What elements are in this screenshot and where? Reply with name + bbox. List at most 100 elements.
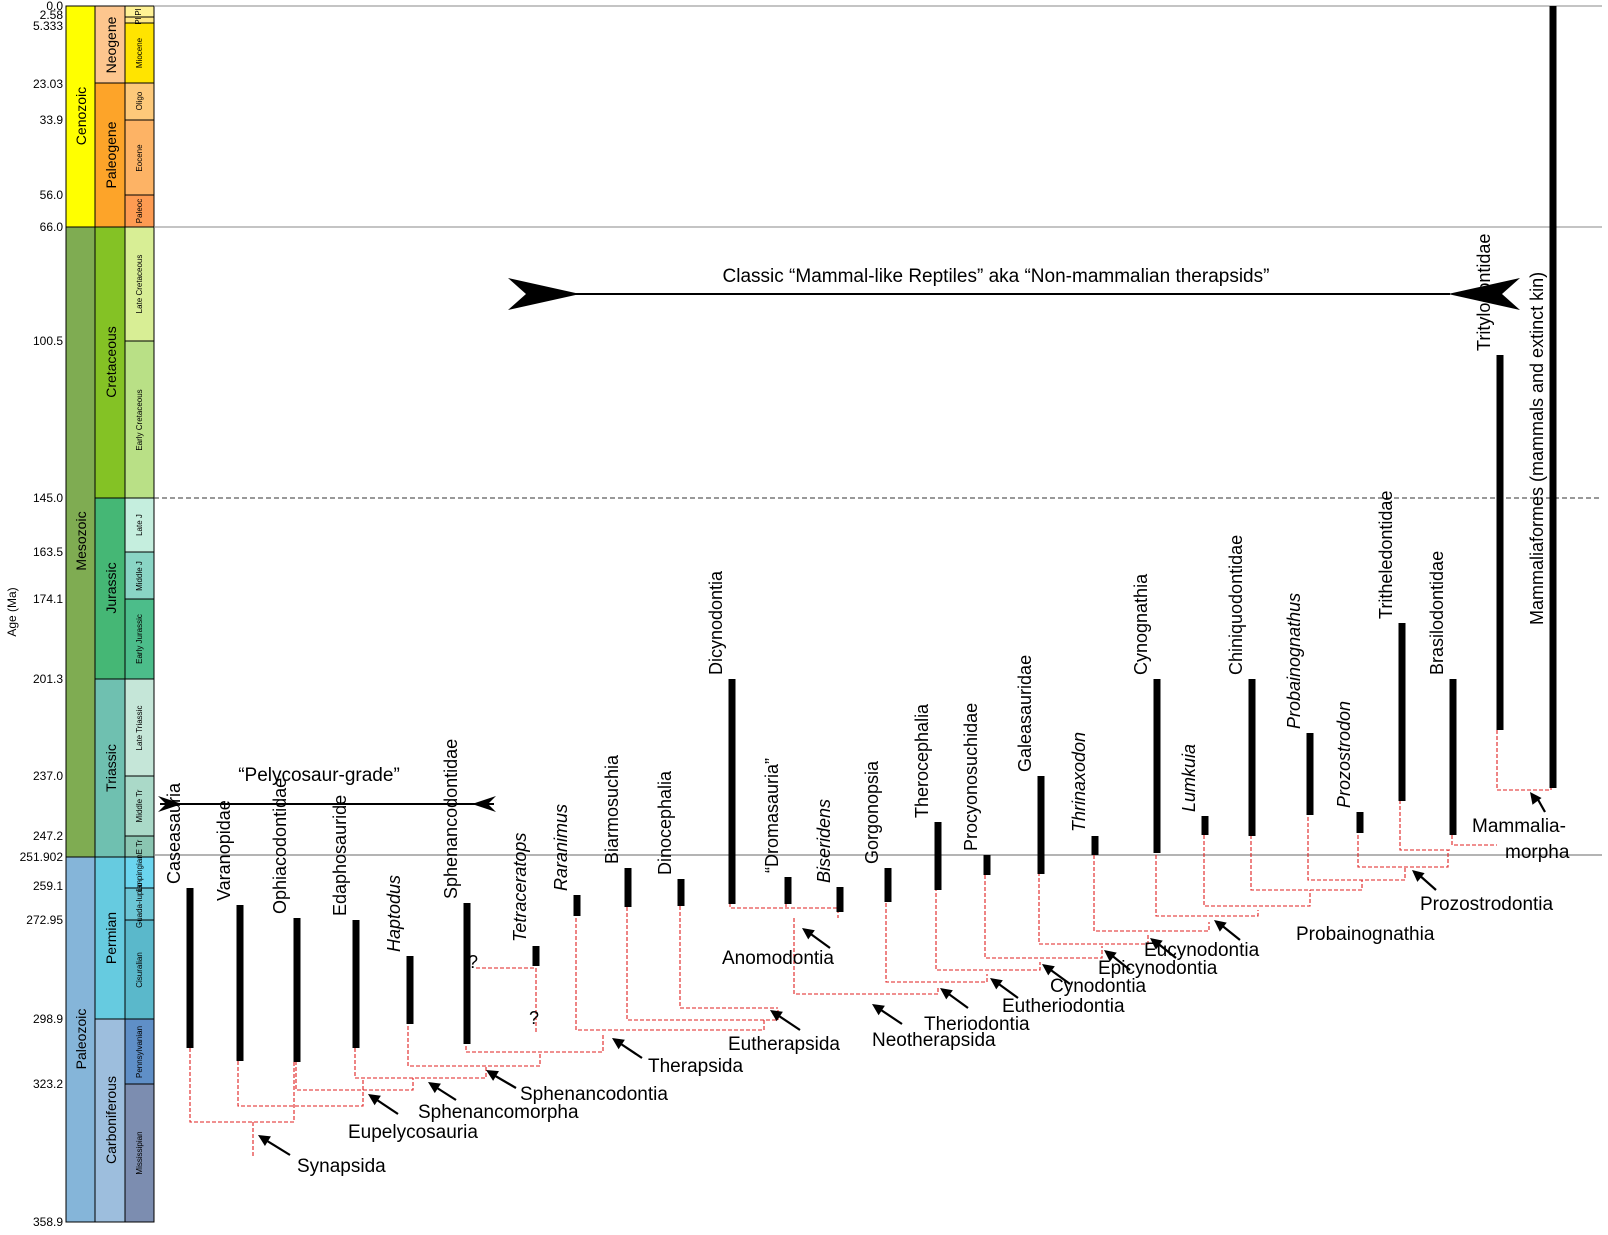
era-label-cenozoic: Cenozoic [73,87,89,145]
epoch-label-cisuralian: Cisuralian [135,952,144,988]
clade-label: morpha [1505,842,1570,863]
tick-label: 298.9 [33,1012,63,1026]
branch-sphenancodontidae-haptodus [407,1020,541,1067]
branch-eupelycosauria [237,1061,364,1107]
taxon-label: Cynognathia [1131,573,1151,675]
taxon-range-bars [186,6,1557,1062]
phylogeny-tree [189,730,1552,1157]
branch-synapsida [189,1048,295,1123]
tick-label: 201.3 [33,672,63,686]
taxon-label: Chiniquodontidae [1226,535,1246,675]
clade-arrow-icon [1412,870,1437,891]
epoch-middle-jurassic [124,551,155,600]
taxon-label: Dinocephalia [655,770,675,875]
tick-label: 56.0 [40,188,64,202]
clade-arrow-icon [872,1004,903,1025]
range-bar [983,855,991,875]
pelycosaur-grade-banner: “Pelycosaur-grade” [158,765,496,812]
taxon-label: Sphenancodontidae [441,739,461,899]
tick-label: 0.0 [46,0,63,13]
range-bar [728,679,736,904]
tick-label: 100.5 [33,334,63,348]
branch-procyonosuchidae [984,875,1103,959]
range-bar [1356,812,1364,833]
epoch-label-lopingian: Lo-pingian [135,854,144,891]
epoch-label-mississippian: Mississipian [135,1131,144,1174]
tick-label: 323.2 [33,1077,63,1091]
period-triassic [94,678,126,858]
clade-label: Eutheriodontia [1002,996,1125,1017]
period-label-permian: Permian [103,912,119,964]
epoch-lopingian [124,856,155,889]
period-label-carboniferous: Carboniferous [103,1076,119,1164]
tick-label: 237.0 [33,769,63,783]
clade-arrow-icon [1530,792,1546,813]
clade-arrow-icon [802,928,831,949]
branch-raranimus [575,906,765,1031]
epoch-late-triassic [124,678,155,777]
clade-label: Anomodontia [722,948,834,969]
branch-dicynodontia [729,903,839,918]
epoch-pennsylvanian [124,1018,155,1085]
epoch-paleocene [124,194,155,228]
banner-text-pelycosaur: “Pelycosaur-grade” [238,765,400,786]
range-bar [1091,836,1099,855]
clade-label: Mammalia- [1472,816,1566,837]
taxon-label: Lumkuia [1179,744,1199,812]
taxon-label: Tritheledontidae [1376,491,1396,619]
taxon-label: Tetraceratops [510,833,530,942]
tick-label: 5.333 [33,19,63,33]
range-bar [1248,679,1256,836]
epoch-early-jurassic [124,598,155,680]
range-bar [573,895,581,916]
taxon-label: Haptodus [384,875,404,952]
tick-label: 33.9 [40,113,64,127]
epoch-label-late-triassic: Late Triassic [135,706,144,751]
taxon-label: Ophiacodontidae [270,778,290,914]
clade-arrow-icon [1104,950,1131,971]
taxon-label: Probainognathus [1284,593,1304,729]
clade-label: Neotherapsida [872,1030,996,1051]
epoch-label-early-triassic: E Tr [135,839,144,854]
epoch-label-miocene: Miocene [135,37,144,68]
branch-therocephalia [935,875,1041,971]
taxon-label: Gorgonopsia [862,760,882,864]
taxon-label: Biseridens [814,799,834,883]
branch-dinocephalia [679,894,778,1009]
range-bar [352,920,360,1048]
epoch-label-pl1: Pl [134,8,143,15]
banner-text-therapsid: Classic “Mammal-like Reptiles” aka “Non-… [723,266,1270,287]
era-label-mesozoic: Mesozoic [73,511,89,570]
taxon-label: Caseasauria [164,782,184,884]
range-bar [934,822,942,890]
range-bar [1449,679,1457,835]
tick-label: 272.95 [26,913,63,927]
epoch-guadalupian [124,887,155,921]
tick-label: 66.0 [40,220,64,234]
tick-label: 247.2 [33,829,63,843]
branch-gorgonopsia [885,903,988,983]
uncertain-mark: ? [529,1008,539,1028]
period-carboniferous [94,1018,126,1223]
epoch-miocene [124,22,155,84]
taxon-label: Mammaliaformes (mammals and extinct kin) [1527,272,1547,625]
branch-therapsida [465,1034,604,1053]
clade-label: Theriodontia [924,1014,1030,1035]
epoch-label-oligocene: Oligo [135,91,144,110]
banner-arrowhead-right [472,796,496,812]
clade-arrow-icon [1214,920,1241,941]
branch-sphenancodontia [354,1048,487,1079]
taxon-label: Thrinaxodon [1069,732,1089,832]
clade-arrows [258,792,1546,1156]
clade-label: Cynodontia [1050,976,1147,997]
range-bar [406,956,414,1024]
clade-arrow-icon [486,1070,517,1089]
taxon-label: Galeasauridae [1015,655,1035,772]
tick-label: 23.03 [33,77,63,91]
clade-arrow-icon [1042,964,1071,985]
range-bar [186,888,194,1048]
clade-arrow-icon [368,1094,399,1115]
range-bar [1398,623,1406,801]
therapsid-banner: Classic “Mammal-like Reptiles” aka “Non-… [508,266,1520,310]
